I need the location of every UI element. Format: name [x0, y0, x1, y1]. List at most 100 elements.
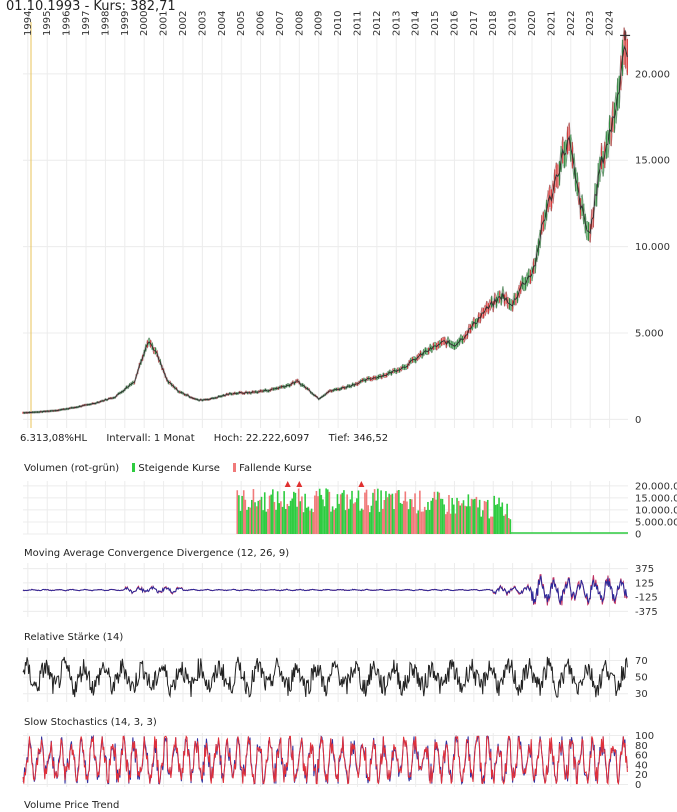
- x-tick-label: 2024: [605, 11, 616, 36]
- volume-bar: [255, 506, 258, 534]
- volume-bar: [507, 518, 510, 534]
- volume-bar: [351, 490, 353, 534]
- volume-bar: [388, 493, 390, 534]
- volume-bar: [289, 500, 292, 534]
- volume-bar: [352, 503, 355, 534]
- volume-bar: [267, 509, 269, 534]
- volume-bar: [335, 508, 337, 534]
- volume-bar: [304, 493, 306, 534]
- macd-signal-line: [22, 575, 628, 606]
- macd-ytick: 125: [635, 578, 654, 589]
- price-ytick: 15.000: [635, 156, 670, 167]
- volume-bar: [288, 506, 290, 534]
- volume-bar: [441, 498, 444, 534]
- stoch-ytick: 40: [635, 760, 648, 771]
- volume-bar: [488, 518, 491, 534]
- volume-bar: [297, 488, 300, 534]
- volume-bar: [349, 499, 352, 534]
- volume-bar: [386, 497, 389, 534]
- x-tick-label: 2009: [314, 11, 325, 36]
- volume-bar: [430, 500, 432, 534]
- volume-bar: [362, 509, 365, 534]
- stat-performance: 6.313,08%HL: [20, 433, 88, 444]
- volume-bar: [503, 515, 505, 534]
- volume-bar: [480, 516, 483, 534]
- volume-bar: [284, 508, 287, 534]
- volume-bar: [318, 488, 321, 534]
- legend-up-label: Steigende Kurse: [138, 463, 220, 474]
- x-tick-label: 2017: [469, 11, 480, 36]
- x-tick-label: 2023: [585, 11, 596, 36]
- volume-bar: [414, 493, 416, 534]
- x-tick-label: 2016: [449, 11, 460, 36]
- volume-bar: [378, 511, 381, 534]
- volume-bar: [420, 511, 423, 534]
- volume-bar: [339, 494, 342, 534]
- volume-bar: [322, 499, 324, 534]
- volume-bar: [478, 499, 481, 534]
- volume-bar: [315, 490, 318, 534]
- volume-bar: [474, 498, 476, 534]
- volume-bar: [449, 513, 452, 534]
- x-tick-label: 2006: [256, 11, 267, 36]
- stoch-ytick: 100: [635, 731, 654, 742]
- price-band-upper: [22, 26, 628, 413]
- volume-bar: [423, 506, 426, 534]
- stats-line: 6.313,08%HL Intervall: 1 Monat Hoch: 22.…: [20, 433, 404, 444]
- volume-bar: [399, 502, 402, 534]
- volume-bar: [419, 490, 421, 534]
- volume-bar: [280, 501, 282, 534]
- volume-bar: [435, 499, 437, 534]
- volume-spike-marker: [296, 481, 303, 487]
- volume-bar: [496, 504, 499, 534]
- volume-bar: [364, 492, 366, 534]
- x-tick-label: 1996: [62, 11, 73, 36]
- rsi-ytick: 70: [635, 656, 648, 667]
- volume-bar: [343, 490, 345, 534]
- volume-title: Volumen (rot-grün): [24, 463, 120, 474]
- volume-bar: [359, 510, 361, 534]
- volume-bar: [244, 499, 247, 534]
- volume-bar: [294, 492, 297, 534]
- price-band-lower: [22, 63, 628, 415]
- volume-bar: [312, 512, 315, 534]
- volume-spike-marker: [284, 481, 291, 487]
- volume-bar: [278, 503, 281, 534]
- price-ytick: 10.000: [635, 242, 670, 253]
- volume-bar: [410, 499, 413, 534]
- macd-title: Moving Average Convergence Divergence (1…: [24, 548, 290, 559]
- stoch-k-line: [22, 735, 628, 786]
- volume-bar: [296, 506, 298, 534]
- x-tick-label: 2014: [411, 11, 422, 36]
- volume-bar: [470, 498, 473, 534]
- volume-bar: [305, 507, 308, 534]
- price-ytick: 20.000: [635, 69, 670, 80]
- volume-bar: [495, 504, 497, 534]
- stoch-ytick: 20: [635, 770, 648, 781]
- volume-bar: [509, 519, 512, 534]
- volume-bar: [249, 507, 251, 534]
- volume-bar: [498, 497, 500, 534]
- volume-bar: [326, 489, 329, 534]
- price-line: [22, 44, 628, 414]
- x-tick-label: 2022: [566, 11, 577, 36]
- volume-bar: [301, 496, 303, 534]
- volume-bar: [415, 513, 418, 534]
- volume-bar: [338, 503, 340, 534]
- stoch-ytick: 60: [635, 751, 648, 762]
- volume-bar: [281, 506, 284, 534]
- rsi-line: [22, 656, 628, 699]
- volume-bar: [302, 512, 305, 534]
- volume-bar: [504, 514, 507, 534]
- volume-bar: [360, 508, 363, 534]
- volume-bar: [299, 501, 302, 534]
- stat-high: Hoch: 22.222,6097: [213, 433, 310, 444]
- volume-bar: [263, 492, 266, 534]
- volume-bar: [425, 510, 428, 534]
- legend-down-swatch: [233, 463, 237, 472]
- volume-bar: [499, 506, 502, 534]
- legend-down: Fallende Kurse: [233, 463, 312, 474]
- volume-bar: [493, 495, 496, 534]
- volume-bar: [372, 492, 374, 534]
